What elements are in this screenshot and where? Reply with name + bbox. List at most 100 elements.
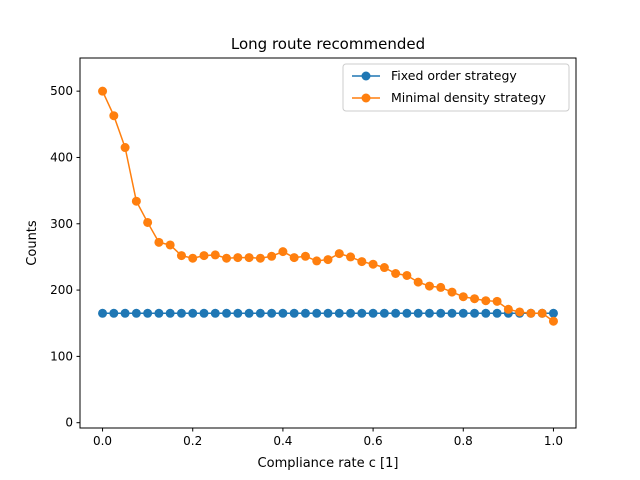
data-point	[98, 308, 108, 318]
legend-label-minimal-density: Minimal density strategy	[391, 90, 546, 105]
data-point	[222, 308, 232, 318]
data-point	[470, 294, 480, 304]
legend-marker-fixed-order	[361, 71, 371, 81]
data-point	[503, 304, 513, 314]
x-tick-label: 0.0	[93, 434, 112, 448]
data-point	[267, 308, 277, 318]
data-point	[131, 196, 141, 206]
data-point	[98, 86, 108, 96]
data-point	[120, 308, 130, 318]
legend: Fixed order strategy Minimal density str…	[342, 63, 570, 112]
data-point	[120, 143, 130, 153]
data-point	[143, 217, 153, 227]
data-point	[470, 308, 480, 318]
x-tick-label: 0.2	[183, 434, 202, 448]
data-point	[402, 270, 412, 280]
data-point	[222, 253, 232, 263]
data-point	[176, 308, 186, 318]
data-point	[267, 251, 277, 261]
data-point	[458, 308, 468, 318]
data-point	[413, 277, 423, 287]
data-point	[323, 308, 333, 318]
data-point	[379, 263, 389, 273]
data-point	[436, 282, 446, 292]
data-point	[402, 308, 412, 318]
plot-area	[80, 58, 576, 428]
y-tick-label: 300	[50, 217, 73, 231]
data-point	[458, 292, 468, 302]
y-axis: 0 100 200 300 400 500	[50, 84, 80, 430]
data-point	[109, 308, 119, 318]
data-point	[255, 253, 265, 263]
data-point	[154, 237, 164, 247]
x-axis: 0.0 0.2 0.4 0.6 0.8 1.0	[93, 428, 563, 448]
data-point	[300, 308, 310, 318]
y-tick-label: 100	[50, 349, 73, 363]
data-point	[199, 251, 209, 261]
y-tick-label: 400	[50, 150, 73, 164]
data-point	[391, 269, 401, 279]
data-point	[233, 308, 243, 318]
data-point	[300, 251, 310, 261]
data-point	[131, 308, 141, 318]
data-point	[346, 308, 356, 318]
data-point	[413, 308, 423, 318]
data-point	[481, 296, 491, 306]
data-point	[289, 253, 299, 263]
series-2	[98, 86, 558, 326]
y-axis-label: Counts	[25, 220, 40, 266]
series-layer	[98, 86, 558, 326]
data-point	[289, 308, 299, 318]
legend-box	[342, 63, 570, 112]
data-point	[537, 308, 547, 318]
data-point	[481, 308, 491, 318]
x-axis-label: Compliance rate c [1]	[258, 456, 399, 471]
data-point	[379, 308, 389, 318]
data-point	[526, 308, 536, 318]
data-point	[424, 281, 434, 291]
data-point	[424, 308, 434, 318]
data-point	[199, 308, 209, 318]
data-point	[323, 255, 333, 265]
data-point	[165, 308, 175, 318]
series-1	[98, 308, 558, 318]
data-point	[368, 308, 378, 318]
data-point	[447, 287, 457, 297]
data-point	[357, 257, 367, 267]
data-point	[244, 308, 254, 318]
chart-title: Long route recommended	[231, 35, 425, 53]
data-point	[143, 308, 153, 318]
data-point	[278, 247, 288, 257]
data-point	[492, 308, 502, 318]
data-point	[447, 308, 457, 318]
x-tick-label: 0.8	[454, 434, 473, 448]
data-point	[176, 251, 186, 261]
data-point	[233, 253, 243, 263]
data-point	[278, 308, 288, 318]
data-point	[210, 250, 220, 260]
y-tick-label: 200	[50, 283, 73, 297]
data-point	[548, 308, 558, 318]
data-point	[334, 249, 344, 259]
legend-label-fixed-order: Fixed order strategy	[391, 68, 517, 83]
data-point	[255, 308, 265, 318]
data-point	[492, 296, 502, 306]
x-tick-label: 0.6	[364, 434, 383, 448]
data-point	[357, 308, 367, 318]
plot-frame	[79, 57, 577, 429]
data-point	[515, 307, 525, 317]
x-tick-label: 0.4	[273, 434, 292, 448]
y-tick-label: 500	[50, 84, 73, 98]
data-point	[165, 240, 175, 250]
data-point	[154, 308, 164, 318]
data-point	[391, 308, 401, 318]
data-point	[109, 111, 119, 121]
data-point	[436, 308, 446, 318]
data-point	[312, 308, 322, 318]
x-tick-label: 1.0	[544, 434, 563, 448]
data-point	[368, 259, 378, 269]
data-point	[188, 253, 198, 263]
data-point	[188, 308, 198, 318]
data-point	[346, 252, 356, 262]
